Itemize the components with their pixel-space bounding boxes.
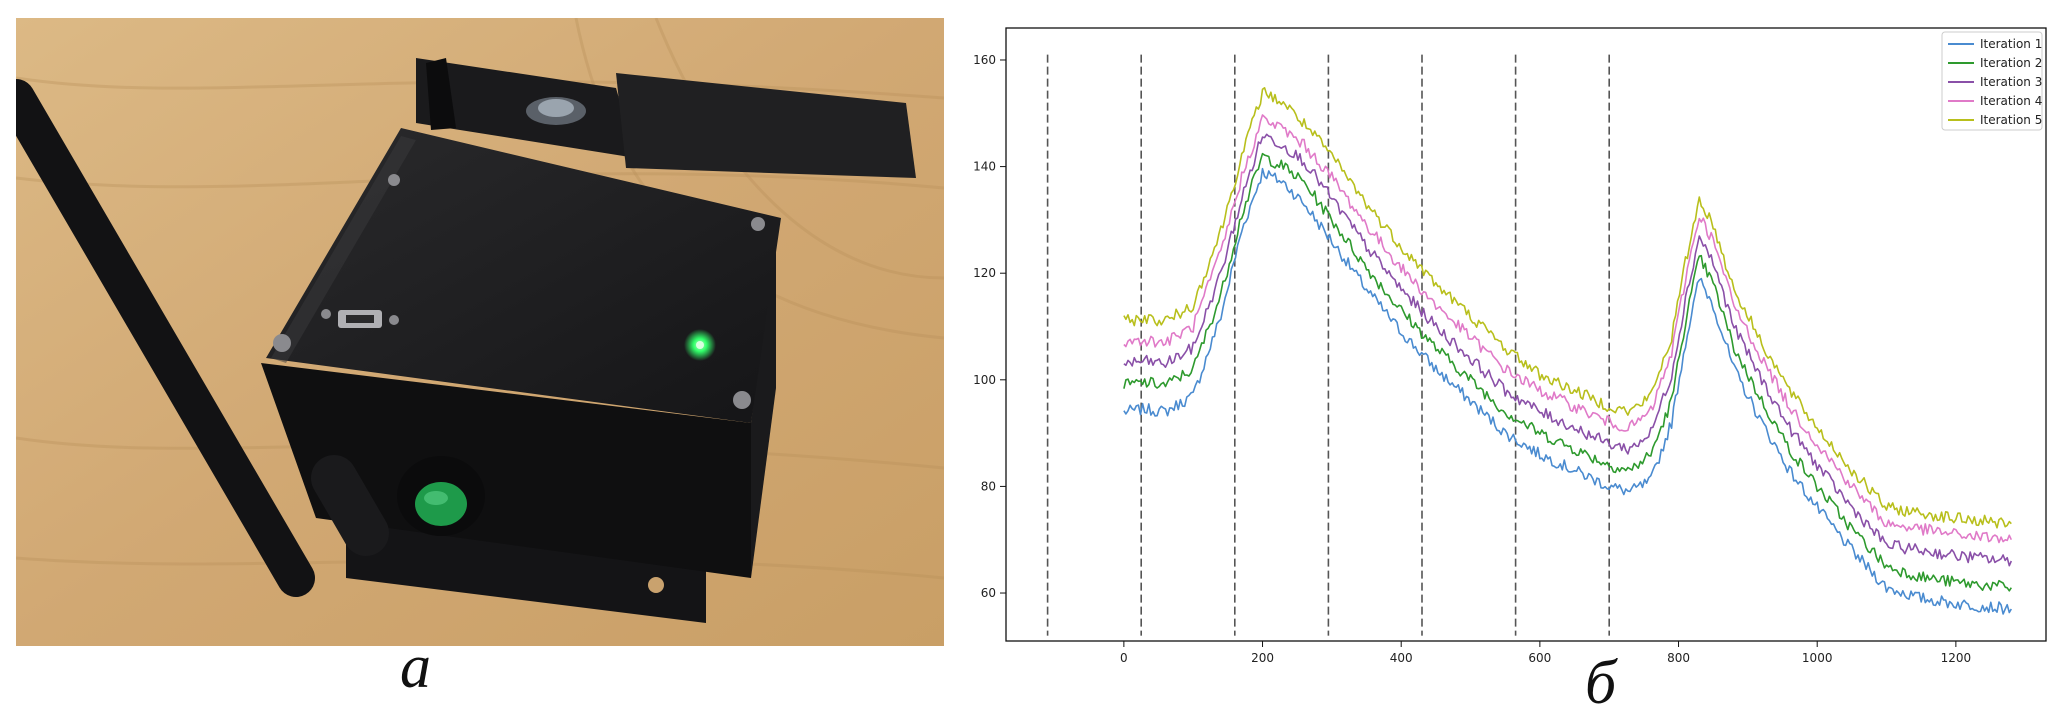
x-tick-label: 600 xyxy=(1528,651,1551,665)
x-tick-label: 1000 xyxy=(1802,651,1833,665)
screw-icon xyxy=(733,391,751,409)
screw-icon xyxy=(389,315,399,325)
screw-icon xyxy=(273,334,291,352)
legend-label: Iteration 4 xyxy=(1980,94,2042,108)
series-line-4 xyxy=(1123,114,2013,544)
screw-icon xyxy=(388,174,400,186)
y-axis: 60 80 100 120 140 160 xyxy=(973,53,1006,600)
series-line-3 xyxy=(1123,133,2013,567)
enclosure-right-side xyxy=(751,223,776,578)
enclosure-edge-highlight xyxy=(271,136,416,363)
y-tick-label: 140 xyxy=(973,160,996,174)
screw-icon xyxy=(751,217,765,231)
x-tick-label: 1200 xyxy=(1941,651,1972,665)
y-tick-label: 100 xyxy=(973,373,996,387)
series-line-1 xyxy=(1123,167,2012,615)
legend: Iteration 1 Iteration 2 Iteration 3 Iterati… xyxy=(1941,31,2043,131)
legend-label: Iteration 5 xyxy=(1980,113,2042,127)
y-tick-label: 120 xyxy=(973,266,996,280)
sensor-holder xyxy=(416,58,636,158)
chart-caption: б xyxy=(1585,649,1617,717)
usb-port-slot xyxy=(346,315,374,323)
enclosure-top xyxy=(266,128,781,423)
x-tick-label: 800 xyxy=(1667,651,1690,665)
mounting-plate xyxy=(346,518,706,623)
photo-caption: а xyxy=(400,633,431,701)
sensor-slide-cover xyxy=(616,73,916,178)
antenna-base xyxy=(311,455,389,556)
screw-icon xyxy=(321,309,331,319)
legend-label: Iteration 1 xyxy=(1980,37,2042,51)
series-line-2 xyxy=(1123,152,2012,592)
legend-label: Iteration 2 xyxy=(1980,56,2042,70)
mounting-hole xyxy=(648,577,664,593)
legend-box xyxy=(1941,31,2043,131)
series-line-5 xyxy=(1123,87,2012,529)
antenna-icon xyxy=(16,79,315,597)
series-lines xyxy=(1123,87,2013,615)
status-led-core xyxy=(696,341,704,349)
x-tick-label: 200 xyxy=(1251,651,1274,665)
legend-label: Iteration 3 xyxy=(1980,75,2042,89)
y-tick-label: 60 xyxy=(981,586,996,600)
sensor-lens-highlight xyxy=(538,99,574,117)
y-tick-label: 80 xyxy=(981,479,996,493)
device-photo xyxy=(16,18,944,646)
y-tick-label: 160 xyxy=(973,53,996,67)
sensor-holder-wall xyxy=(426,58,456,130)
x-tick-label: 400 xyxy=(1390,651,1413,665)
device-photo-illustration xyxy=(16,18,944,646)
plot-frame xyxy=(1005,27,2047,642)
x-tick-label: 0 xyxy=(1120,651,1128,665)
x-axis: 0 200 400 600 800 1000 1200 xyxy=(1120,641,1971,665)
green-button-highlight xyxy=(424,491,448,505)
